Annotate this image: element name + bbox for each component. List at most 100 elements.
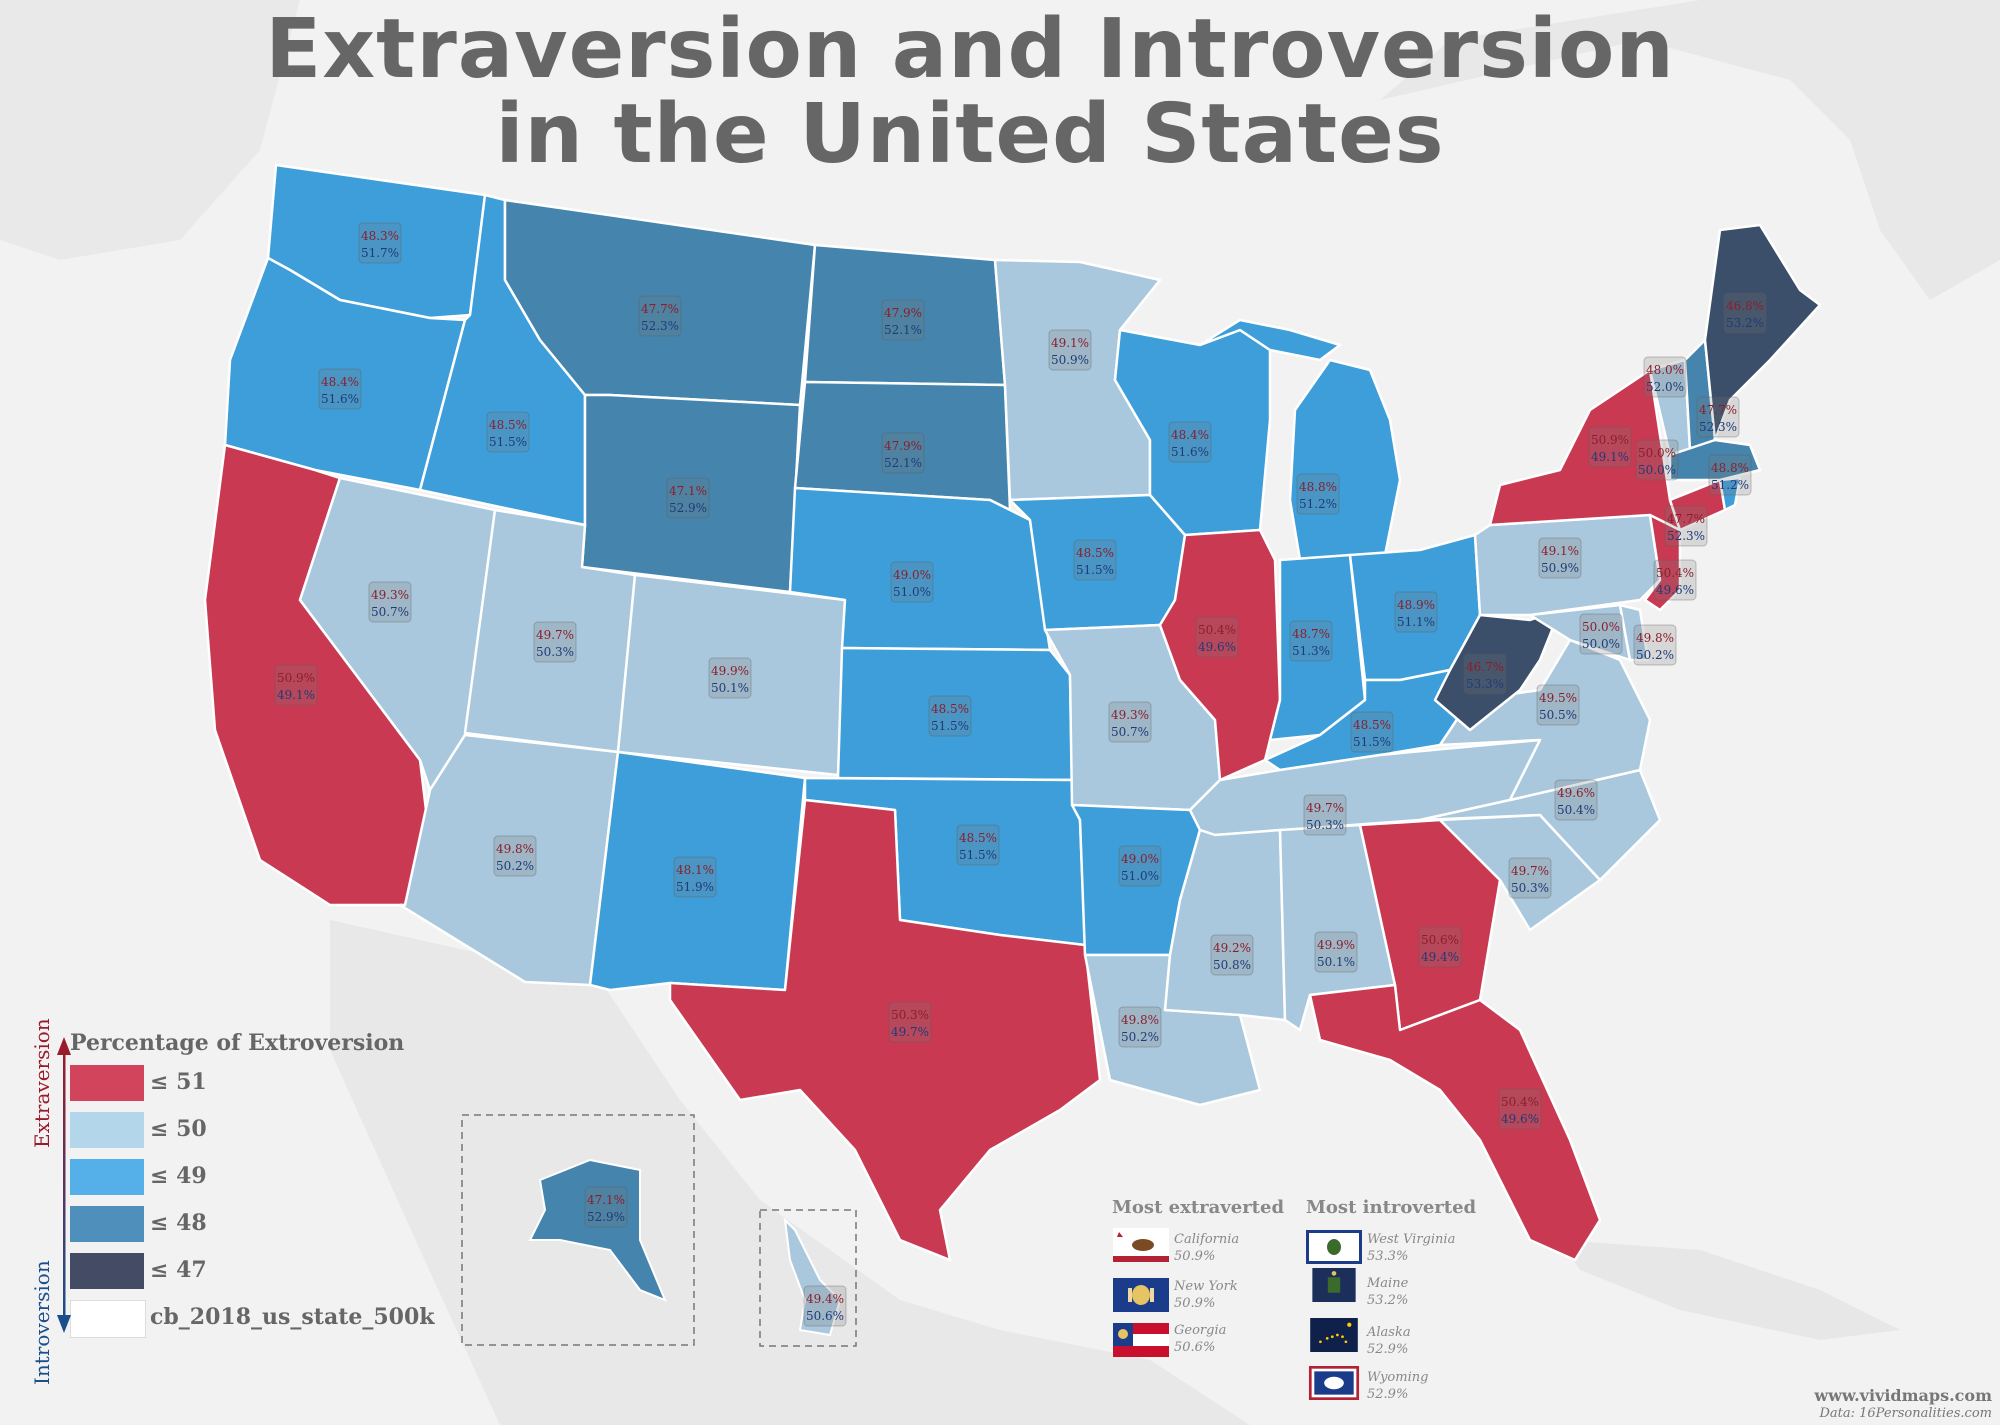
state-extroversion-value: 49.8% xyxy=(496,842,534,856)
legend-label: ≤ 49 xyxy=(150,1163,207,1189)
state-label-de: 49.8% 50.2% xyxy=(1633,624,1677,666)
state-label-box xyxy=(1350,711,1394,753)
state-introversion-value: 51.0% xyxy=(1121,869,1159,883)
flag-state-name: Maine xyxy=(1367,1276,1409,1291)
state-extroversion-value: 48.3% xyxy=(361,229,399,243)
state-label-box xyxy=(1108,701,1152,743)
state-label-fl: 50.4% 49.6% xyxy=(1498,1088,1542,1130)
state-label-id: 48.5% 51.5% xyxy=(486,411,530,453)
state-introversion-value: 49.1% xyxy=(277,688,315,702)
state-introversion-value: 50.2% xyxy=(1636,648,1674,662)
state-label-box xyxy=(1073,539,1117,581)
state-introversion-value: 50.0% xyxy=(1638,463,1676,477)
state-introversion-value: 50.2% xyxy=(1121,1030,1159,1044)
state-extroversion-value: 48.5% xyxy=(1076,546,1114,560)
state-introversion-value: 51.5% xyxy=(1076,563,1114,577)
state-label-ks: 48.5% 51.5% xyxy=(928,695,972,737)
state-label-box xyxy=(1118,845,1162,887)
map-title-line2: in the United States xyxy=(495,87,1445,182)
state-extroversion-value: 50.4% xyxy=(1501,1095,1539,1109)
state-label-box xyxy=(1508,857,1552,899)
state-WV[interactable] xyxy=(1433,608,1562,732)
west-virginia-flag-icon xyxy=(1306,1230,1362,1264)
state-introversion-value: 50.6% xyxy=(806,1309,844,1323)
state-label-sc: 49.7% 50.3% xyxy=(1508,857,1552,899)
flag-state-name: California xyxy=(1174,1232,1240,1247)
state-introversion-value: 51.2% xyxy=(1711,478,1749,492)
state-label-box xyxy=(1664,505,1708,547)
legend-axis-extraversion: Extraversion xyxy=(30,1018,54,1148)
state-extroversion-value: 50.0% xyxy=(1582,620,1620,634)
state-introversion-value: 50.3% xyxy=(536,645,574,659)
flag-state-name: Alaska xyxy=(1367,1325,1411,1340)
canada-land xyxy=(1380,0,2000,300)
state-label-box xyxy=(274,664,318,706)
state-label-tn: 49.7% 50.3% xyxy=(1303,794,1347,836)
alaska-flag-icon xyxy=(1310,1318,1358,1352)
state-label-box xyxy=(708,657,752,699)
state-label-box xyxy=(1118,1006,1162,1048)
state-extroversion-value: 48.4% xyxy=(321,375,359,389)
state-label-box xyxy=(358,222,402,264)
state-AK[interactable] xyxy=(528,1158,667,1302)
state-extroversion-value: 50.9% xyxy=(1591,433,1629,447)
legend-swatch xyxy=(70,1300,146,1338)
state-label-ky: 48.5% 51.5% xyxy=(1350,711,1394,753)
legend-label: ≤ 48 xyxy=(150,1210,207,1236)
state-label-box xyxy=(1296,473,1340,515)
state-label-al: 49.9% 50.1% xyxy=(1314,931,1358,973)
state-label-ia: 48.5% 51.5% xyxy=(1073,539,1117,581)
state-FL[interactable] xyxy=(1308,983,1602,1262)
state-MI-upper[interactable] xyxy=(1198,318,1342,362)
state-extroversion-value: 49.2% xyxy=(1213,941,1251,955)
state-extroversion-value: 49.8% xyxy=(1121,1013,1159,1027)
state-MI[interactable] xyxy=(1288,358,1402,562)
legend-label: ≤ 47 xyxy=(150,1257,207,1283)
state-extroversion-value: 48.5% xyxy=(1353,718,1391,732)
state-extroversion-value: 48.7% xyxy=(1292,627,1330,641)
state-label-box xyxy=(956,824,1000,866)
credit-source: Data: 16Personalities.com xyxy=(1819,1406,1992,1421)
state-introversion-value: 51.2% xyxy=(1299,497,1337,511)
state-label-nv: 49.3% 50.7% xyxy=(368,581,412,623)
state-label-hi: 49.4% 50.6% xyxy=(803,1285,847,1327)
state-TX[interactable] xyxy=(668,798,1102,1262)
state-label-va: 49.5% 50.5% xyxy=(1536,684,1580,726)
state-label-box xyxy=(493,835,537,877)
credit-site[interactable]: www.vividmaps.com xyxy=(1814,1386,1992,1405)
state-label-box xyxy=(881,299,925,341)
state-introversion-value: 49.1% xyxy=(1591,450,1629,464)
state-label-oh: 48.9% 51.1% xyxy=(1394,591,1438,633)
state-extroversion-value: 47.9% xyxy=(884,439,922,453)
state-AZ[interactable] xyxy=(398,733,620,987)
state-label-box xyxy=(803,1285,847,1327)
state-label-box xyxy=(928,695,972,737)
state-label-ga: 50.6% 49.4% xyxy=(1418,926,1462,968)
state-label-box xyxy=(1289,620,1333,662)
state-extroversion-value: 49.9% xyxy=(1317,938,1355,952)
state-introversion-value: 49.4% xyxy=(1421,950,1459,964)
map-title-line1: Extraversion and Introversion xyxy=(265,2,1675,97)
state-label-box xyxy=(1498,1088,1542,1130)
state-extroversion-value: 48.8% xyxy=(1299,480,1337,494)
state-introversion-value: 50.8% xyxy=(1213,958,1251,972)
state-introversion-value: 50.2% xyxy=(496,859,534,873)
state-introversion-value: 52.1% xyxy=(884,323,922,337)
state-HI[interactable] xyxy=(783,1217,842,1337)
state-MD[interactable] xyxy=(1528,603,1632,662)
legend-label: cb_2018_us_state_500k xyxy=(150,1304,435,1330)
state-label-box xyxy=(1635,439,1679,481)
state-label-box xyxy=(1394,591,1438,633)
state-extroversion-value: 48.4% xyxy=(1171,428,1209,442)
state-label-in: 48.7% 51.3% xyxy=(1289,620,1333,662)
state-extroversion-value: 50.6% xyxy=(1421,933,1459,947)
state-DE[interactable] xyxy=(1618,603,1650,662)
mexico-land xyxy=(330,920,1250,1425)
state-label-nd: 47.9% 52.1% xyxy=(881,299,925,341)
state-RI[interactable] xyxy=(1718,476,1742,512)
most-extraverted-title: Most extraverted xyxy=(1112,1197,1285,1218)
inset-states xyxy=(528,1158,842,1337)
state-ME[interactable] xyxy=(1703,223,1822,442)
